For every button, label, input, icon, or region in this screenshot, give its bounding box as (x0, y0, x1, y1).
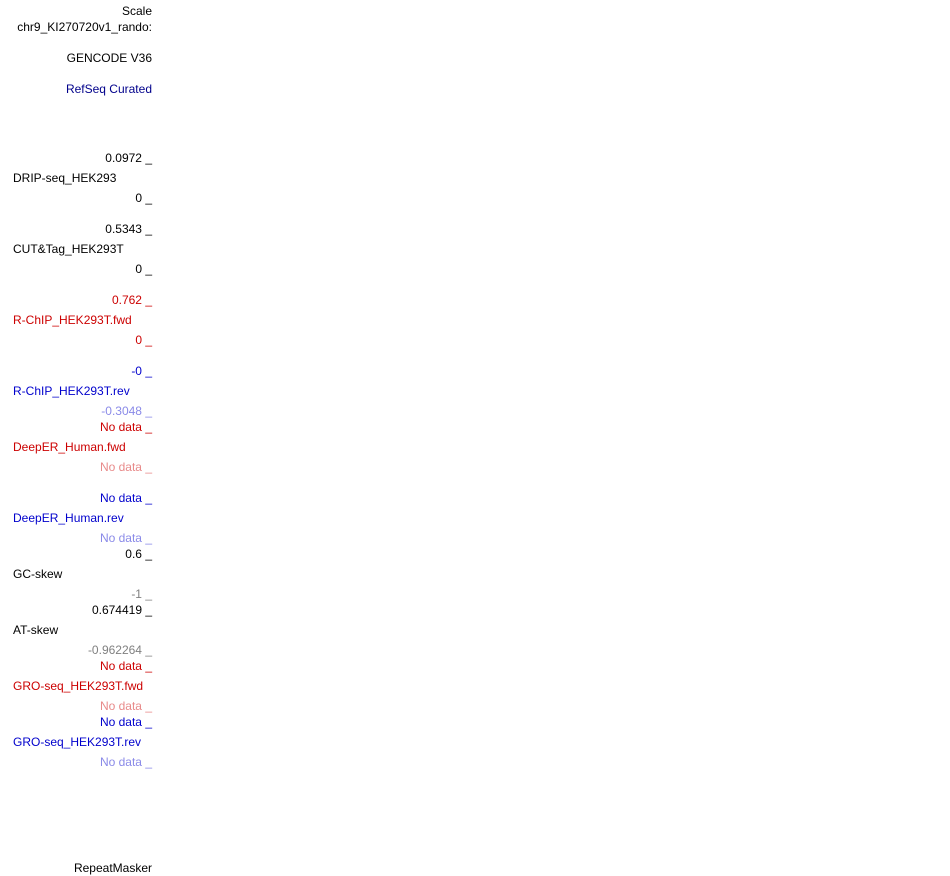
deeper-fwd-min-value: No data _ (99, 460, 152, 474)
gc-skew-max-value: 0.6 _ (125, 547, 152, 561)
at-skew-min-value: -0.962264 _ (87, 643, 152, 657)
rchip-rev-min-value: -0.3048 _ (101, 404, 152, 418)
rchip-rev-track-label[interactable]: R-ChIP_HEK293T.rev (13, 384, 130, 398)
at-skew-track-label[interactable]: AT-skew (13, 623, 59, 637)
cuttag-max-value: 0.5343 _ (105, 222, 152, 236)
rchip-fwd-track-label[interactable]: R-ChIP_HEK293T.fwd (13, 313, 132, 327)
gencode-track-label[interactable]: GENCODE V36 (66, 51, 152, 65)
deeper-rev-max-value: No data _ (99, 491, 152, 505)
drip-max-value: 0.0972 _ (105, 151, 152, 165)
deeper-fwd-max-value: No data _ (99, 420, 152, 434)
gro-rev-min-value: No data _ (99, 755, 152, 769)
refseq-track-label[interactable]: RefSeq Curated (65, 82, 152, 96)
deeper-rev-track-label[interactable]: DeepER_Human.rev (13, 511, 124, 525)
gro-rev-track-label[interactable]: GRO-seq_HEK293T.rev (13, 735, 142, 749)
at-skew-max-value: 0.674419 _ (91, 603, 152, 617)
rchip-fwd-min-value: 0 _ (135, 333, 152, 347)
gc-skew-min-value: -1 _ (131, 587, 152, 601)
gro-fwd-max-value: No data _ (99, 659, 152, 673)
deeper-fwd-track-label[interactable]: DeepER_Human.fwd (13, 440, 126, 454)
gro-rev-max-value: No data _ (99, 715, 152, 729)
repeatmasker-track-label[interactable]: RepeatMasker (73, 861, 152, 875)
gro-fwd-track-label[interactable]: GRO-seq_HEK293T.fwd (13, 679, 144, 693)
rchip-rev-max-value: -0 _ (131, 364, 152, 378)
drip-track-label[interactable]: DRIP-seq_HEK293 (13, 171, 117, 185)
gro-fwd-min-value: No data _ (99, 699, 152, 713)
rchip-fwd-max-value: 0.762 _ (111, 293, 152, 307)
cuttag-min-value: 0 _ (135, 262, 152, 276)
scale-label[interactable]: Scale (121, 4, 152, 18)
drip-min-value: 0 _ (135, 191, 152, 205)
deeper-rev-min-value: No data _ (99, 531, 152, 545)
gc-skew-track-label[interactable]: GC-skew (13, 567, 63, 581)
cuttag-track-label[interactable]: CUT&Tag_HEK293T (13, 242, 124, 256)
chrom-label[interactable]: chr9_KI270720v1_rando: (17, 20, 152, 34)
